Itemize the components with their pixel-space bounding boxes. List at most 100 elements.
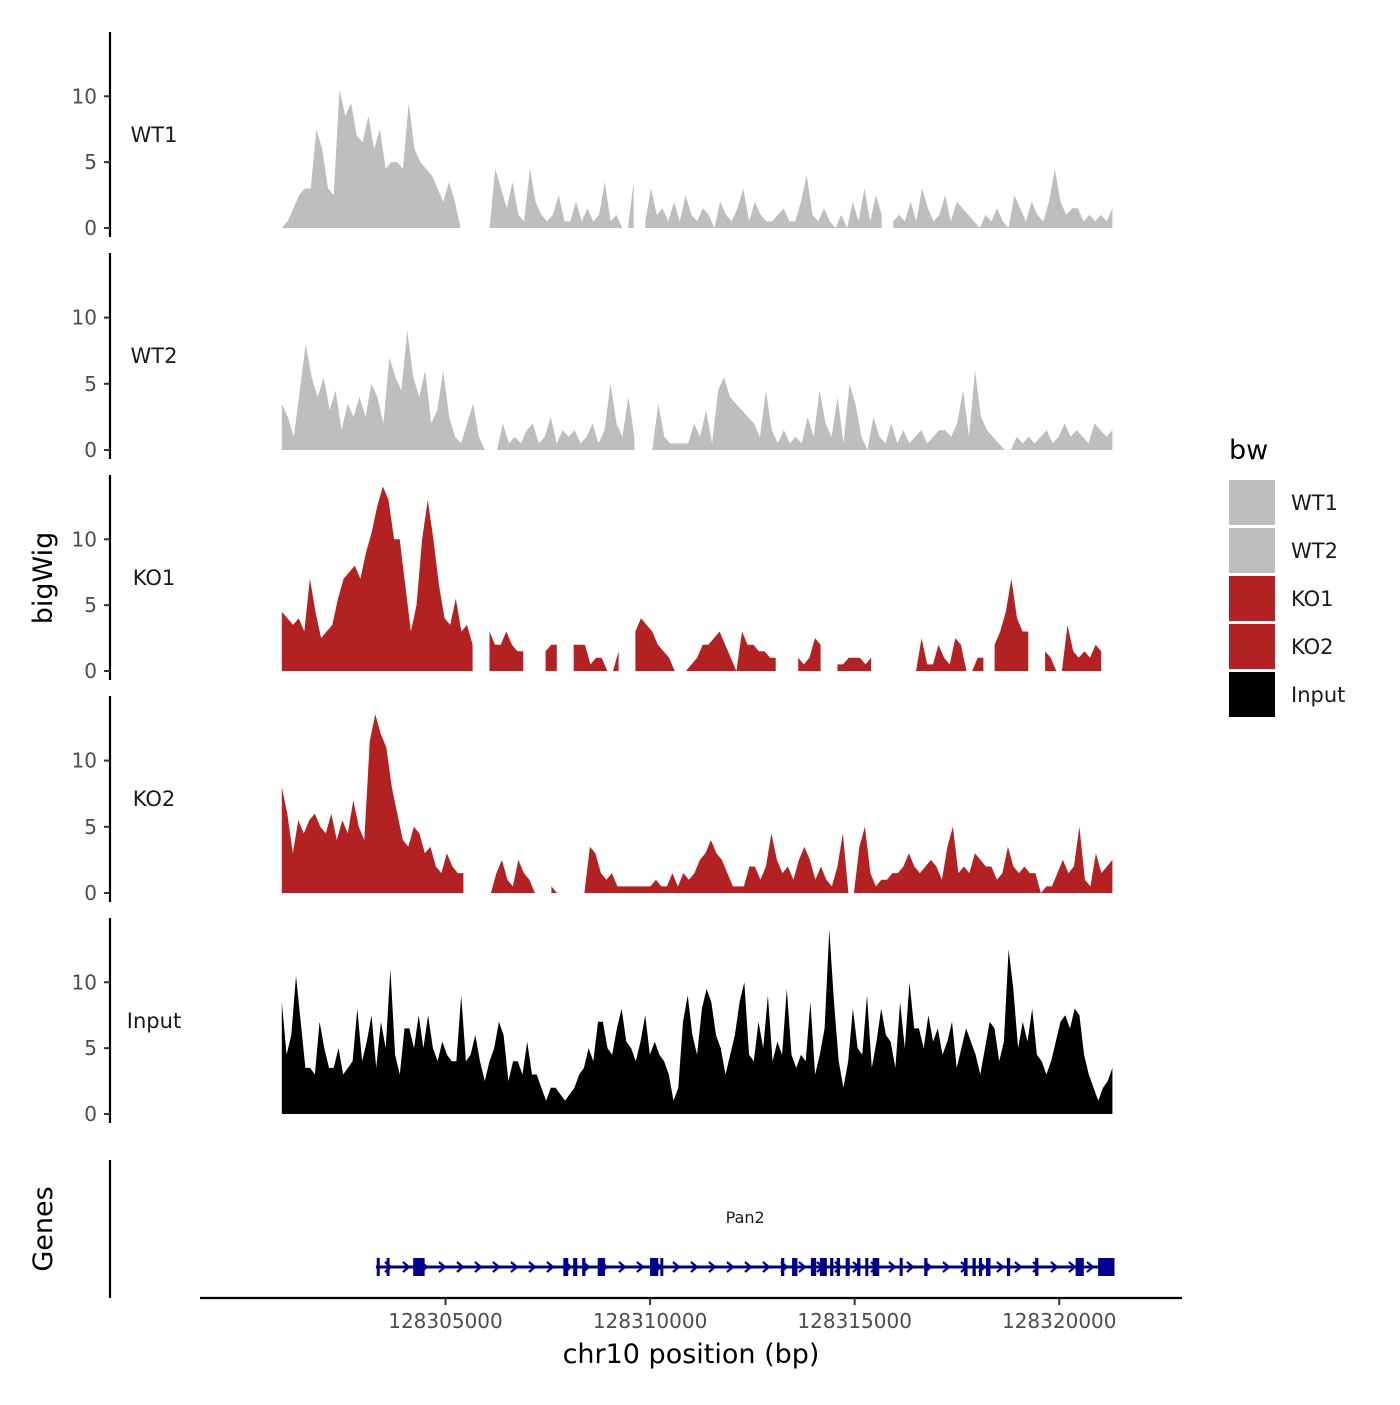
exon bbox=[963, 1258, 968, 1276]
legend-label: WT2 bbox=[1291, 539, 1338, 563]
exon bbox=[810, 1258, 817, 1276]
strand-arrow bbox=[888, 1261, 897, 1273]
track-label: Input bbox=[127, 1009, 181, 1033]
strand-arrow bbox=[474, 1261, 483, 1273]
y-tick-label: 10 bbox=[72, 306, 97, 330]
y-tick-label: 5 bbox=[84, 1036, 97, 1060]
y-tick-label: 10 bbox=[72, 527, 97, 551]
strand-arrow bbox=[744, 1261, 753, 1273]
strand-arrow bbox=[438, 1261, 447, 1273]
legend-swatch bbox=[1229, 576, 1275, 621]
legend-label: KO2 bbox=[1291, 635, 1334, 659]
exon bbox=[1035, 1258, 1039, 1276]
y-tick-label: 10 bbox=[72, 970, 97, 994]
track-label: WT1 bbox=[131, 123, 178, 147]
y-tick-label: 5 bbox=[84, 150, 97, 174]
legend-item-wt1: WT1 bbox=[1229, 480, 1338, 525]
y-tick-label: 10 bbox=[72, 84, 97, 108]
strand-arrow bbox=[1014, 1261, 1023, 1273]
strand-arrow bbox=[636, 1261, 645, 1273]
track-wt1: 0 5 10 WT1 bbox=[72, 32, 1113, 240]
exon bbox=[836, 1258, 840, 1276]
y-tick-label: 0 bbox=[84, 438, 97, 462]
track-label: KO2 bbox=[133, 787, 176, 811]
genes-axis-title: Genes bbox=[28, 1186, 59, 1271]
genes-panel: Pan2 bbox=[108, 1160, 1115, 1298]
exon bbox=[857, 1258, 861, 1276]
y-tick-label: 5 bbox=[84, 372, 97, 396]
strand-arrow bbox=[492, 1261, 501, 1273]
gene-label: Pan2 bbox=[726, 1208, 765, 1227]
y-tick-label: 10 bbox=[72, 749, 97, 773]
legend-swatch bbox=[1229, 672, 1275, 717]
track-wt2: 0 5 10 WT2 bbox=[72, 253, 1113, 462]
gene-pan2: Pan2 bbox=[375, 1208, 1115, 1276]
x-tick-label: 128305000 bbox=[388, 1309, 503, 1333]
exon bbox=[1075, 1258, 1084, 1276]
x-tick-label: 128310000 bbox=[593, 1309, 708, 1333]
strand-arrow bbox=[1068, 1261, 1077, 1273]
exon bbox=[413, 1258, 425, 1276]
strand-arrow bbox=[528, 1261, 537, 1273]
track-label: KO1 bbox=[133, 566, 176, 590]
exon bbox=[1006, 1258, 1011, 1276]
strand-arrow bbox=[708, 1261, 717, 1273]
exon bbox=[979, 1258, 983, 1276]
exon bbox=[650, 1258, 659, 1276]
x-axis-title: chr10 position (bp) bbox=[563, 1339, 820, 1370]
exon bbox=[376, 1258, 380, 1276]
bigwig-tracks: 0 5 10 WT1 0 5 10 WT2 0 5 10 KO1 0 5 10 KO2 0 5 10 Input bbox=[72, 32, 1113, 1126]
exon bbox=[792, 1258, 798, 1276]
y-tick-label: 0 bbox=[84, 881, 97, 905]
strand-arrow bbox=[546, 1261, 555, 1273]
exon bbox=[386, 1258, 390, 1276]
exon bbox=[865, 1258, 869, 1276]
strand-arrow bbox=[996, 1261, 1005, 1273]
strand-arrow bbox=[906, 1261, 915, 1273]
exon bbox=[573, 1258, 578, 1276]
strand-arrow bbox=[1086, 1261, 1095, 1273]
strand-arrow bbox=[456, 1261, 465, 1273]
legend-item-ko2: KO2 bbox=[1229, 624, 1334, 669]
legend-swatch bbox=[1229, 528, 1275, 573]
coverage-area-wt2 bbox=[281, 330, 1113, 450]
legend-label: Input bbox=[1291, 683, 1345, 707]
exon bbox=[819, 1258, 827, 1276]
strand-arrow bbox=[726, 1261, 735, 1273]
exon bbox=[563, 1258, 569, 1276]
strand-arrow bbox=[618, 1261, 627, 1273]
strand-arrow bbox=[1032, 1261, 1041, 1273]
y-axis-title: bigWig bbox=[28, 532, 59, 625]
strand-arrow bbox=[690, 1261, 699, 1273]
track-ko1: 0 5 10 KO1 bbox=[72, 475, 1102, 683]
exon bbox=[872, 1258, 880, 1276]
exon bbox=[1098, 1258, 1115, 1276]
exon bbox=[924, 1258, 928, 1276]
y-tick-label: 0 bbox=[84, 1102, 97, 1126]
legend-title: bw bbox=[1229, 435, 1268, 466]
legend-item-input: Input bbox=[1229, 672, 1345, 717]
strand-arrow bbox=[672, 1261, 681, 1273]
strand-arrow bbox=[402, 1261, 411, 1273]
coverage-area-input bbox=[281, 929, 1113, 1114]
y-tick-label: 0 bbox=[84, 216, 97, 240]
legend-label: WT1 bbox=[1291, 491, 1338, 515]
exon bbox=[597, 1258, 606, 1276]
legend-swatch bbox=[1229, 480, 1275, 525]
exon bbox=[582, 1258, 586, 1276]
track-input: 0 5 10 Input bbox=[72, 918, 1113, 1126]
exon bbox=[899, 1258, 903, 1276]
y-tick-label: 5 bbox=[84, 815, 97, 839]
x-tick-label: 128320000 bbox=[1002, 1309, 1117, 1333]
strand-arrow bbox=[942, 1261, 951, 1273]
exon bbox=[781, 1258, 785, 1276]
coverage-area-wt1 bbox=[281, 89, 1113, 228]
y-tick-label: 5 bbox=[84, 593, 97, 617]
y-tick-label: 0 bbox=[84, 659, 97, 683]
track-label: WT2 bbox=[131, 344, 178, 368]
coverage-area-ko2 bbox=[281, 714, 1113, 893]
exon bbox=[986, 1258, 991, 1276]
exon bbox=[660, 1258, 664, 1276]
